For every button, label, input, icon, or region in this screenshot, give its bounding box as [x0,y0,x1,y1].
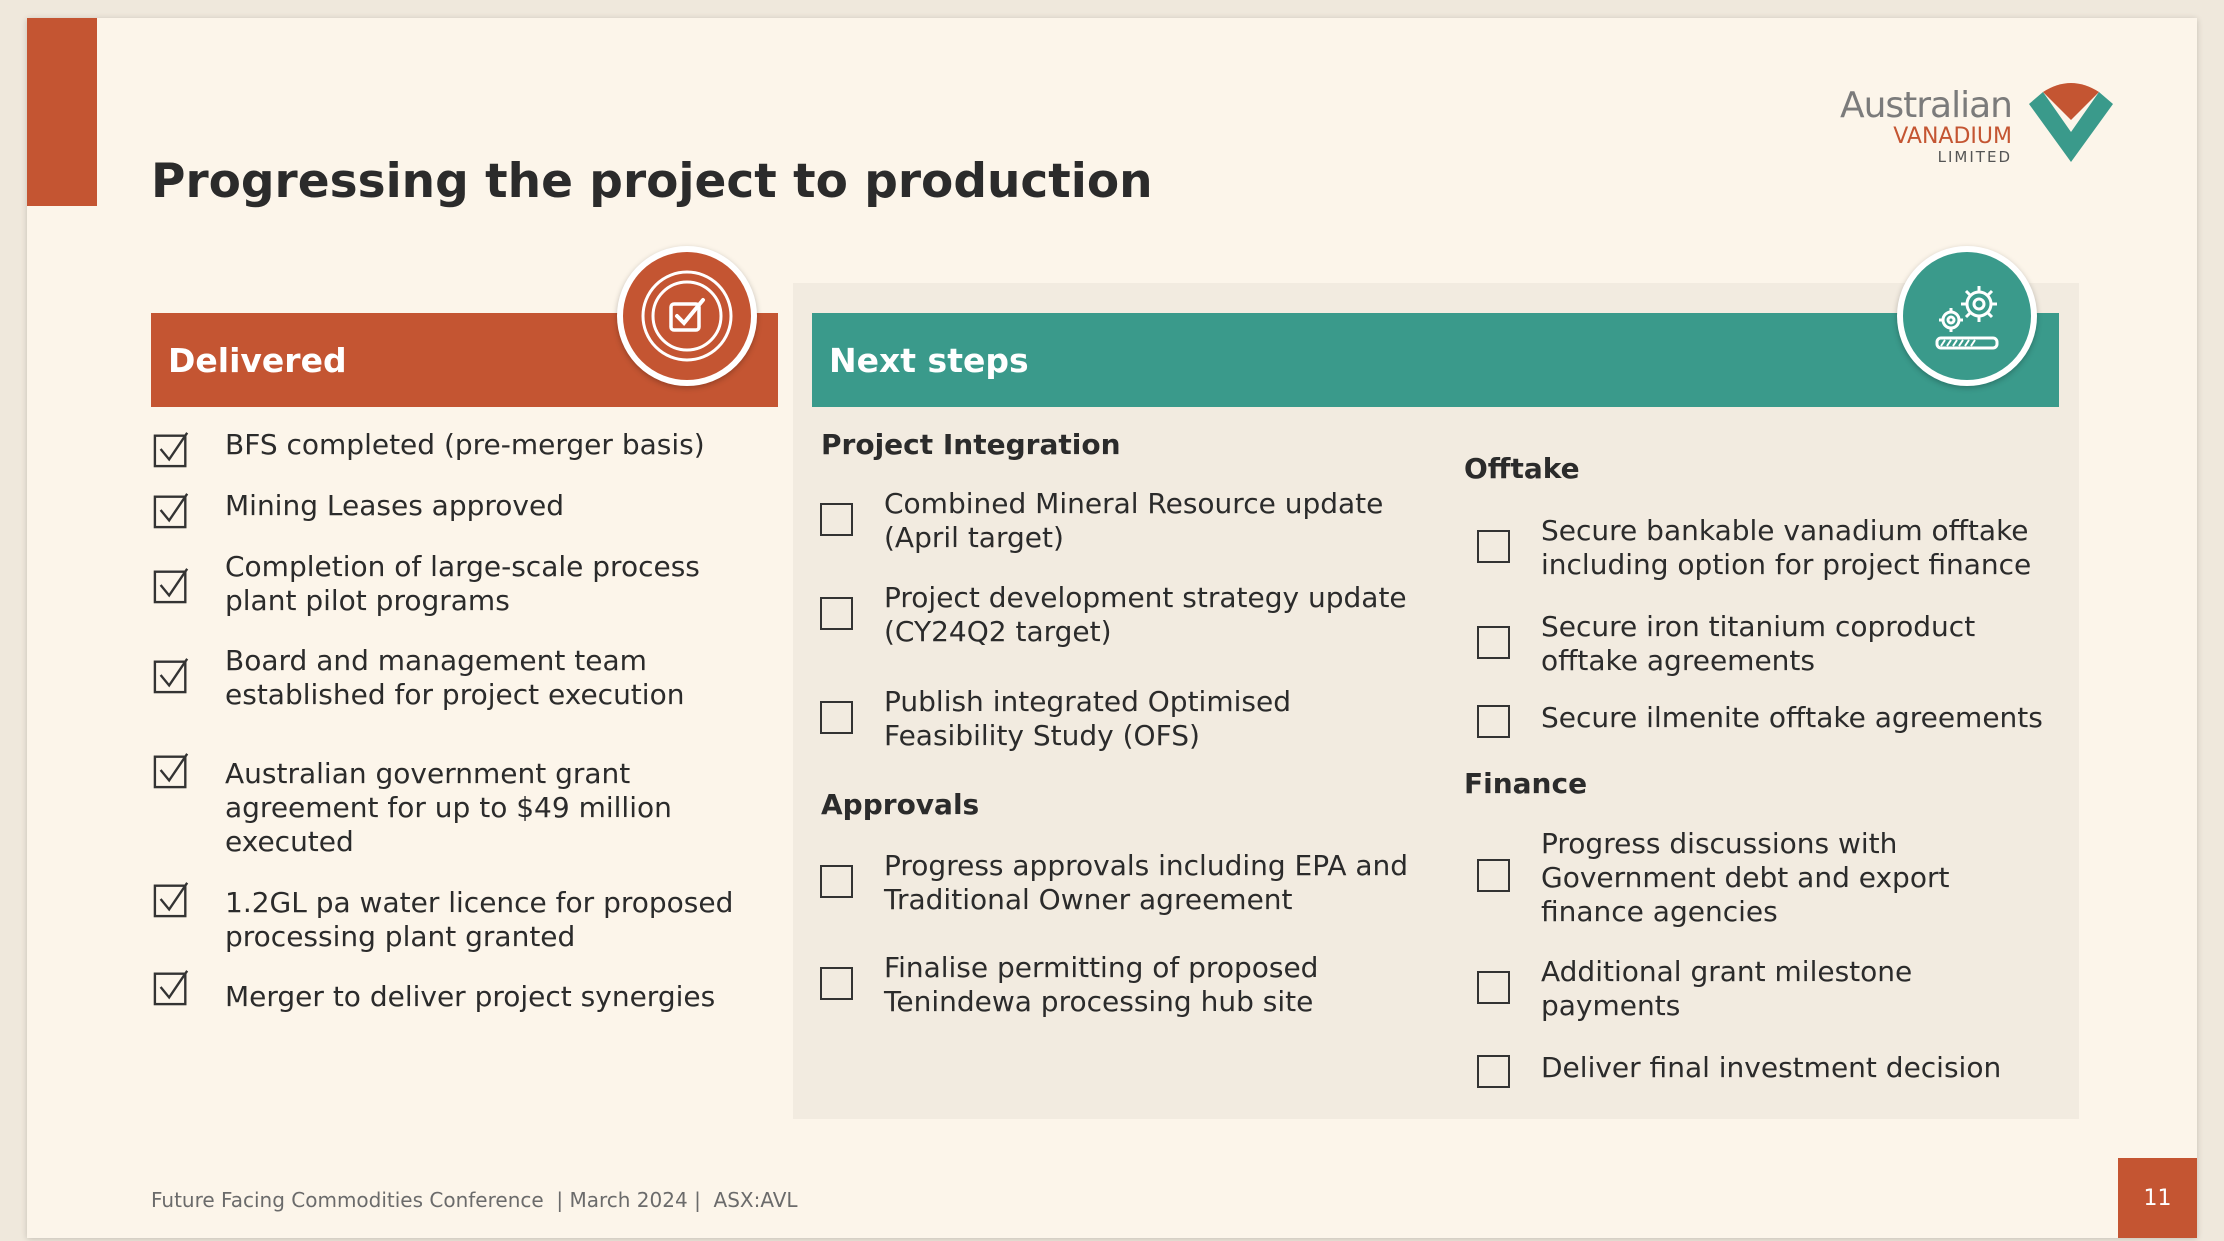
checked-box-icon [153,568,189,604]
next-steps-header-label: Next steps [829,341,1029,380]
vanadium-chevron-icon [2029,83,2113,162]
checkbox-unchecked-icon [820,701,853,734]
list-item: Mining Leases approved [151,489,785,529]
checkbox-unchecked-icon [1477,530,1510,563]
list-item: Deliver final investment decision [1477,1051,2101,1088]
checkbox-unchecked-icon [820,865,853,898]
next-steps-panel [793,283,2079,1119]
checkbox-unchecked-icon [1477,626,1510,659]
slide: Progressing the project to production Au… [27,18,2197,1238]
checkbox-unchecked-icon [1477,859,1510,892]
logo-line-vanadium: VANADIUM [1893,124,2012,149]
list-item: Combined Mineral Resource update (April … [820,487,1444,555]
list-item: Board and management team established fo… [151,644,755,712]
page-title: Progressing the project to production [151,154,1153,209]
checked-box-icon [153,753,189,789]
section-title-approvals: Approvals [821,788,980,821]
list-item: 1.2GL pa water licence for proposed proc… [151,882,785,954]
next-steps-badge [1897,246,2037,386]
list-item: Merger to deliver project synergies [151,970,785,1014]
section-title-offtake: Offtake [1464,452,1580,485]
checked-box-icon [153,970,189,1006]
next-steps-header: Next steps [812,313,2059,407]
checked-box-icon [153,658,189,694]
section-title-project-integration: Project Integration [821,428,1121,461]
list-item: Publish integrated Optimised Feasibility… [820,685,1404,753]
list-item: BFS completed (pre-merger basis) [151,428,785,468]
delivered-header-label: Delivered [168,341,347,380]
delivered-badge [617,246,757,386]
list-item: Completion of large-scale process plant … [151,550,755,618]
checked-box-icon [153,493,189,529]
list-item: Additional grant milestone payments [1477,955,2001,1023]
list-item: Secure iron titanium coproduct offtake a… [1477,610,2041,678]
list-item: Project development strategy update (CY2… [820,581,1454,649]
list-item: Australian government grant agreement fo… [151,753,725,859]
corner-accent-bar [27,18,97,206]
section-title-finance: Finance [1464,767,1588,800]
list-item: Progress discussions with Government deb… [1477,827,2001,929]
list-item: Finalise permitting of proposed Tenindew… [820,951,1444,1019]
page-number: 11 [2118,1158,2197,1238]
checkbox-unchecked-icon [1477,1055,1510,1088]
list-item: Secure ilmenite offtake agreements [1477,701,2121,738]
checkbox-unchecked-icon [1477,705,1510,738]
company-logo: Australian VANADIUM LIMITED [1807,58,2117,178]
list-item: Secure bankable vanadium offtake includi… [1477,514,2091,582]
checkbox-unchecked-icon [820,967,853,1000]
list-item: Progress approvals including EPA and Tra… [820,849,1474,917]
checkbox-unchecked-icon [820,503,853,536]
logo-line-limited: LIMITED [1937,148,2012,166]
checkbox-unchecked-icon [1477,971,1510,1004]
logo-line-australian: Australian [1839,85,2013,126]
checkbox-unchecked-icon [820,597,853,630]
checked-box-icon [153,882,189,918]
checklist-target-icon [641,270,733,362]
gears-progress-icon [1935,286,1999,350]
checked-box-icon [153,432,189,468]
footer-text: Future Facing Commodities Conference | M… [151,1188,798,1212]
